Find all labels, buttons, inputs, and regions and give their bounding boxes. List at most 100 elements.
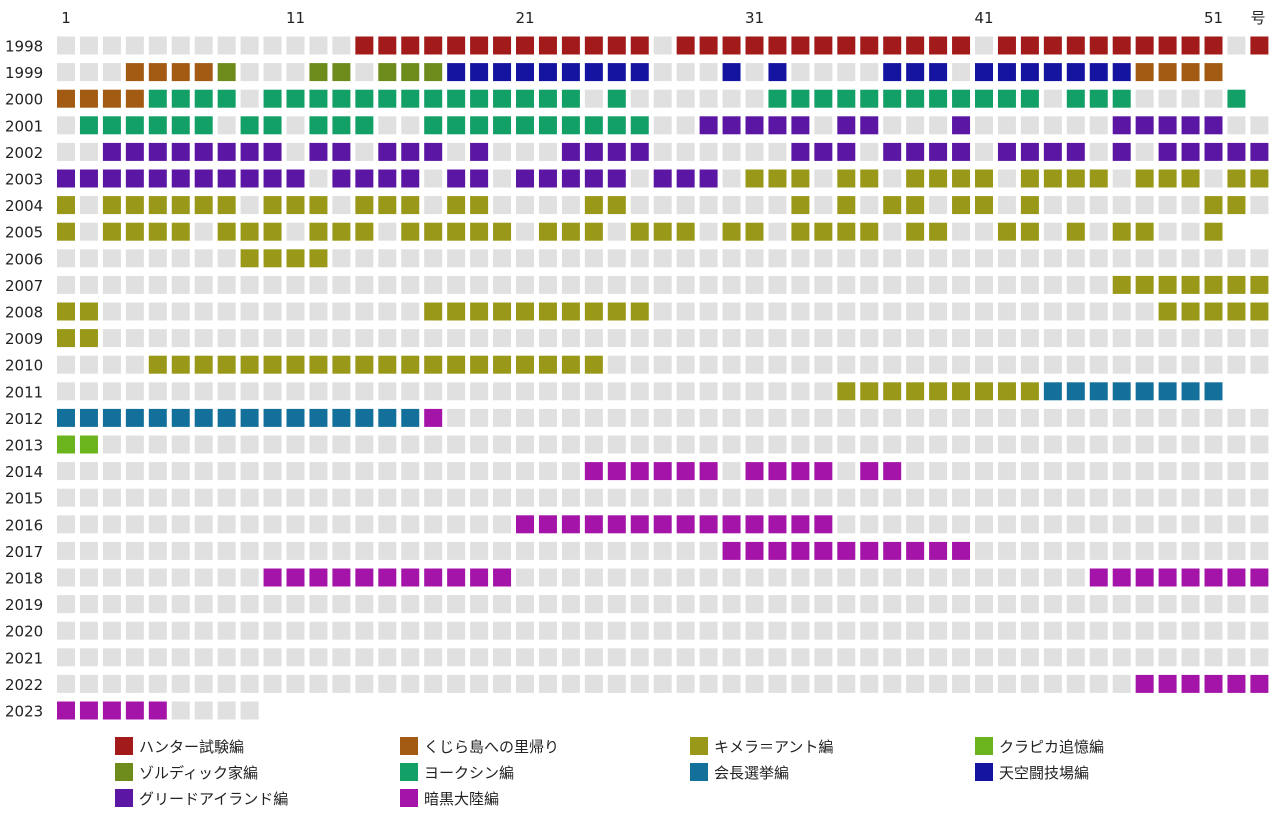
issue-cell-empty (493, 382, 512, 401)
issue-cell-empty (952, 63, 971, 82)
issue-cell-Y (148, 89, 167, 108)
issue-cell-empty (860, 674, 879, 693)
issue-cell-empty (355, 302, 374, 321)
issue-cell-empty (424, 595, 443, 614)
issue-cell-empty (1112, 488, 1131, 507)
issue-cell-empty (1135, 302, 1154, 321)
issue-cell-empty (493, 648, 512, 667)
issue-cell-empty (975, 275, 993, 294)
issue-cell-empty (493, 515, 512, 534)
issue-cell-empty (860, 63, 879, 82)
issue-cell-empty (447, 329, 466, 348)
x-tick-label: 1 (61, 9, 71, 27)
issue-cell-K (125, 89, 144, 108)
issue-cell-empty (1135, 249, 1154, 268)
issue-cell-empty (378, 621, 397, 640)
issue-cell-empty (952, 249, 971, 268)
issue-cell-empty (194, 488, 213, 507)
issue-cell-G (263, 142, 282, 161)
issue-cell-C (791, 222, 810, 241)
issue-cell-empty (699, 595, 718, 614)
issue-cell-empty (194, 674, 213, 693)
issue-cell-empty (1043, 488, 1062, 507)
issue-cell-G (102, 169, 121, 188)
issue-cell-empty (883, 515, 902, 534)
issue-cell-empty (493, 541, 512, 560)
issue-cell-A (699, 462, 718, 481)
issue-cell-empty (538, 595, 557, 614)
issue-cell-T (538, 63, 557, 82)
issue-cell-empty (447, 249, 466, 268)
issue-cell-empty (309, 36, 328, 55)
issue-cell-empty (1158, 89, 1177, 108)
issue-cell-C (57, 302, 75, 321)
issue-cell-Y (148, 116, 167, 135)
issue-cell-empty (240, 488, 259, 507)
issue-cell-H (584, 36, 603, 55)
issue-cell-empty (57, 63, 75, 82)
issue-cell-E (125, 408, 144, 427)
issue-cell-C (447, 222, 466, 241)
issue-cell-C (1227, 169, 1246, 188)
issue-cell-empty (1181, 648, 1200, 667)
issue-cell-H (676, 36, 695, 55)
issue-cell-G (194, 169, 213, 188)
issue-cell-E (401, 408, 420, 427)
issue-cell-empty (745, 648, 764, 667)
issue-cell-empty (997, 621, 1016, 640)
issue-cell-empty (538, 462, 557, 481)
issue-cell-empty (814, 648, 833, 667)
issue-cell-empty (1066, 621, 1085, 640)
issue-cell-Y (860, 89, 879, 108)
issue-cell-empty (401, 329, 420, 348)
issue-cell-G (378, 169, 397, 188)
issue-cell-empty (1204, 329, 1223, 348)
issue-cell-H (791, 36, 810, 55)
issue-cell-empty (607, 674, 626, 693)
year-label: 2009 (5, 330, 43, 348)
issue-cell-empty (561, 408, 580, 427)
issue-cell-empty (1181, 462, 1200, 481)
issue-cell-H (952, 36, 971, 55)
issue-cell-empty (171, 462, 190, 481)
issue-cell-empty (653, 196, 672, 215)
issue-cell-empty (447, 595, 466, 614)
issue-cell-empty (837, 275, 856, 294)
issue-cell-K (1181, 63, 1200, 82)
issue-cell-empty (1089, 674, 1108, 693)
issue-cell-empty (860, 275, 879, 294)
issue-cell-empty (975, 116, 993, 135)
issue-cell-empty (538, 275, 557, 294)
issue-cell-empty (1250, 116, 1269, 135)
issue-cell-empty (584, 382, 603, 401)
issue-cell-T (1066, 63, 1085, 82)
issue-cell-empty (378, 275, 397, 294)
issue-cell-C (952, 169, 971, 188)
issue-cell-empty (929, 595, 948, 614)
issue-cell-C (79, 302, 98, 321)
year-label: 1998 (5, 38, 43, 56)
issue-cell-empty (722, 329, 741, 348)
issue-cell-C (240, 355, 259, 374)
issue-cell-T (722, 63, 741, 82)
issue-cell-empty (240, 541, 259, 560)
issue-cell-empty (355, 648, 374, 667)
issue-cell-empty (997, 355, 1016, 374)
issue-cell-H (768, 36, 787, 55)
issue-cell-Z (424, 63, 443, 82)
issue-cell-empty (906, 621, 925, 640)
issue-cell-empty (332, 621, 351, 640)
issue-cell-empty (975, 142, 993, 161)
issue-cell-empty (1112, 621, 1131, 640)
issue-cell-empty (1020, 275, 1039, 294)
issue-cell-A (768, 515, 787, 534)
issue-cell-empty (240, 302, 259, 321)
issue-cell-empty (584, 568, 603, 587)
issue-cell-empty (584, 249, 603, 268)
issue-cell-empty (332, 674, 351, 693)
issue-cell-empty (975, 541, 993, 560)
issue-cell-empty (194, 36, 213, 55)
issue-cell-empty (240, 329, 259, 348)
issue-cell-empty (1204, 541, 1223, 560)
legend-label: 暗黒大陸編 (424, 790, 499, 808)
